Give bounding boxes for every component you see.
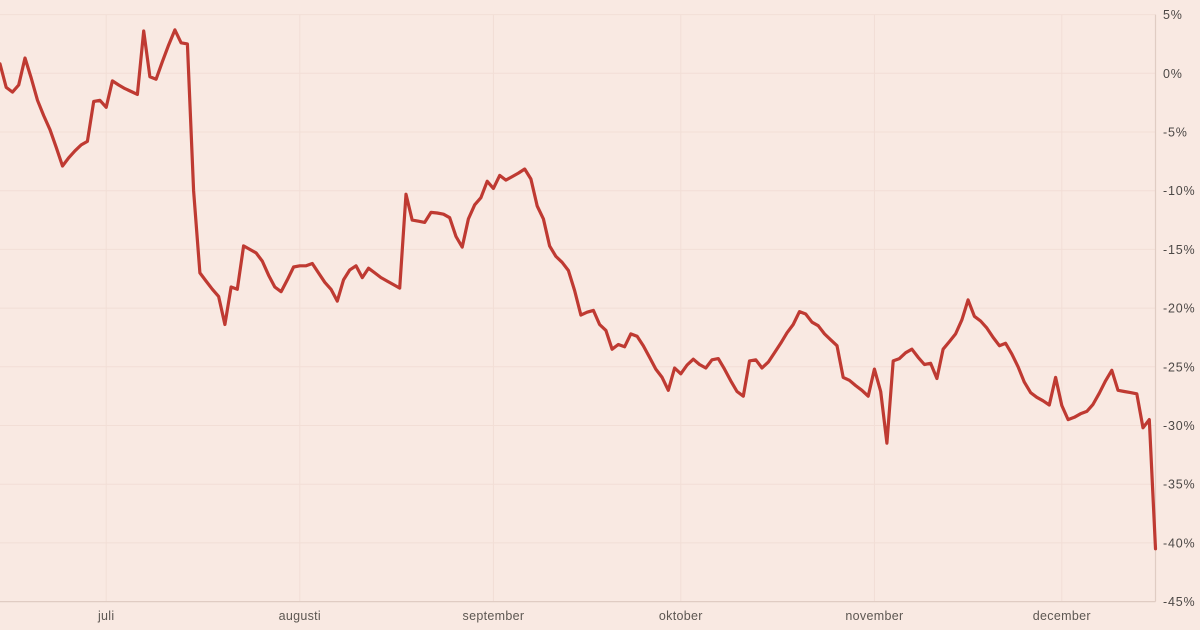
- vertical-month-gridlines: [105, 14, 1063, 602]
- y-tick-label: 0%: [1163, 67, 1183, 81]
- y-axis-tick-labels: 5% 0% -5% -10% -15% -20% -25% -30% -35% -40% -45%: [1163, 8, 1195, 609]
- y-tick-label: -10%: [1163, 184, 1195, 198]
- x-tick-label: december: [1033, 609, 1091, 623]
- series-line-percent-change: [0, 28, 1158, 551]
- y-tick-label: -35%: [1163, 478, 1195, 492]
- x-axis-month-labels: juli augusti september oktober november decem…: [97, 609, 1091, 623]
- y-tick-label: -20%: [1163, 302, 1195, 316]
- x-tick-label: juli: [97, 609, 114, 623]
- horizontal-gridlines: [0, 14, 1156, 544]
- data-series: [0, 28, 1158, 551]
- y-tick-label: -25%: [1163, 360, 1195, 374]
- x-tick-label: augusti: [279, 609, 321, 623]
- x-tick-label: november: [845, 609, 903, 623]
- y-tick-label: -45%: [1163, 595, 1195, 609]
- x-tick-label: oktober: [659, 609, 703, 623]
- y-tick-label: -40%: [1163, 536, 1195, 550]
- axis-lines: [0, 14, 1157, 603]
- y-tick-label: -5%: [1163, 126, 1188, 140]
- y-tick-label: -30%: [1163, 419, 1195, 433]
- y-tick-label: -15%: [1163, 243, 1195, 257]
- y-tick-label: 5%: [1163, 8, 1183, 22]
- x-tick-label: september: [463, 609, 525, 623]
